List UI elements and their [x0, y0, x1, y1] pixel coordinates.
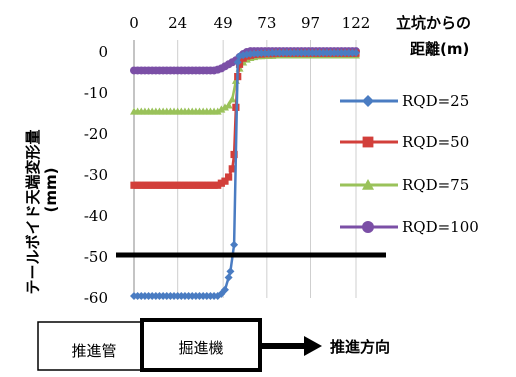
y-tick-label-1: -10: [84, 84, 108, 102]
point-RQD=25-28: [230, 240, 239, 249]
point-RQD=50-16: [188, 181, 196, 189]
point-RQD=50-20: [203, 181, 211, 189]
point-RQD=50-22: [210, 181, 218, 189]
point-RQD=25-29: [233, 58, 242, 67]
point-RQD=50-14: [181, 181, 189, 189]
point-RQD=50-7: [155, 181, 164, 189]
point-RQD=50-23: [214, 181, 222, 189]
point-RQD=50-15: [184, 181, 193, 189]
point-RQD=50-5: [148, 181, 156, 189]
x-tick-label-0: 0: [129, 14, 139, 32]
legend-label-RQD=100: RQD=100: [402, 218, 479, 236]
legend-marker-RQD=100: [362, 221, 374, 233]
y-tick-label-0: 0: [98, 43, 108, 61]
point-RQD=50-18: [195, 181, 204, 189]
grid-lines: [133, 40, 357, 298]
point-RQD=50-26: [225, 173, 233, 181]
x-tick-label-1: 24: [168, 14, 187, 32]
point-RQD=25-25: [220, 285, 229, 294]
machine-box: [140, 318, 262, 372]
point-RQD=50-6: [152, 181, 160, 189]
point-RQD=50-1: [134, 181, 142, 189]
point-RQD=50-19: [199, 181, 207, 189]
point-RQD=75-23: [213, 107, 222, 115]
series-line-RQD=25: [134, 51, 356, 298]
point-RQD=75-24: [217, 105, 226, 113]
x-tick-labels: 0 24 49 73 97 122: [129, 14, 370, 32]
point-RQD=50-21: [206, 181, 215, 189]
pipe-label: 推進管: [71, 342, 116, 360]
direction-label: 推進方向: [330, 338, 390, 356]
point-RQD=25-27: [226, 267, 235, 276]
point-RQD=50-2: [137, 181, 145, 189]
point-RQD=25-62: [352, 48, 360, 57]
point-RQD=50-27: [228, 165, 236, 173]
legend-marker-RQD=50: [362, 136, 374, 148]
point-RQD=50-9: [163, 181, 171, 189]
x-tick-label-5: 122: [342, 14, 371, 32]
x-tick-label-2: 49: [214, 14, 233, 32]
point-RQD=25-26: [224, 273, 233, 282]
point-RQD=50-11: [170, 181, 178, 189]
x-axis-label-line2: 距離(m): [410, 40, 469, 58]
point-RQD=50-17: [192, 181, 200, 189]
y-tick-label-2: -20: [84, 125, 108, 143]
y-axis-label-line2: (mm): [42, 168, 60, 213]
legend: RQD=25 RQD=50 RQD=75 RQD=100: [340, 92, 479, 236]
direction-arrow-head: [304, 336, 322, 356]
point-RQD=50-4: [144, 181, 153, 189]
point-RQD=50-8: [159, 181, 167, 189]
point-RQD=50-10: [166, 181, 174, 189]
x-axis-label-line1: 立坑からの: [396, 14, 471, 32]
point-RQD=50-3: [141, 181, 149, 189]
legend-label-RQD=50: RQD=50: [402, 133, 469, 151]
point-RQD=50-25: [221, 177, 229, 185]
x-tick-label-3: 73: [257, 14, 276, 32]
machine-label: 掘進機: [178, 339, 223, 357]
machine-diagram: 推進管 掘進機 推進方向: [37, 318, 390, 372]
legend-marker-RQD=75: [362, 179, 374, 190]
point-RQD=50-12: [174, 181, 182, 189]
series-layer: [130, 47, 360, 300]
point-RQD=50-13: [177, 181, 185, 189]
legend-label-RQD=75: RQD=75: [402, 176, 469, 194]
legend-marker-RQD=25: [362, 95, 374, 107]
series-RQD=25: [130, 48, 360, 300]
point-RQD=75-25: [220, 103, 229, 111]
y-tick-label-3: -30: [84, 166, 108, 184]
point-RQD=50-28: [230, 150, 238, 159]
y-tick-label-6: -60: [84, 289, 108, 307]
y-tick-label-5: -50: [84, 248, 108, 266]
point-RQD=75-26: [224, 101, 233, 109]
x-tick-label-4: 97: [301, 14, 320, 32]
point-RQD=50-0: [130, 181, 138, 189]
point-RQD=50-24: [217, 179, 225, 187]
y-tick-labels: 0 -10 -20 -30 -40 -50 -60: [84, 43, 108, 307]
legend-label-RQD=25: RQD=25: [402, 92, 469, 110]
pipe-box: [37, 321, 151, 371]
point-RQD=75-27: [228, 95, 237, 103]
y-axis-label-line1: テールボイド天端変形量: [24, 129, 42, 294]
y-tick-label-4: -40: [84, 207, 108, 225]
